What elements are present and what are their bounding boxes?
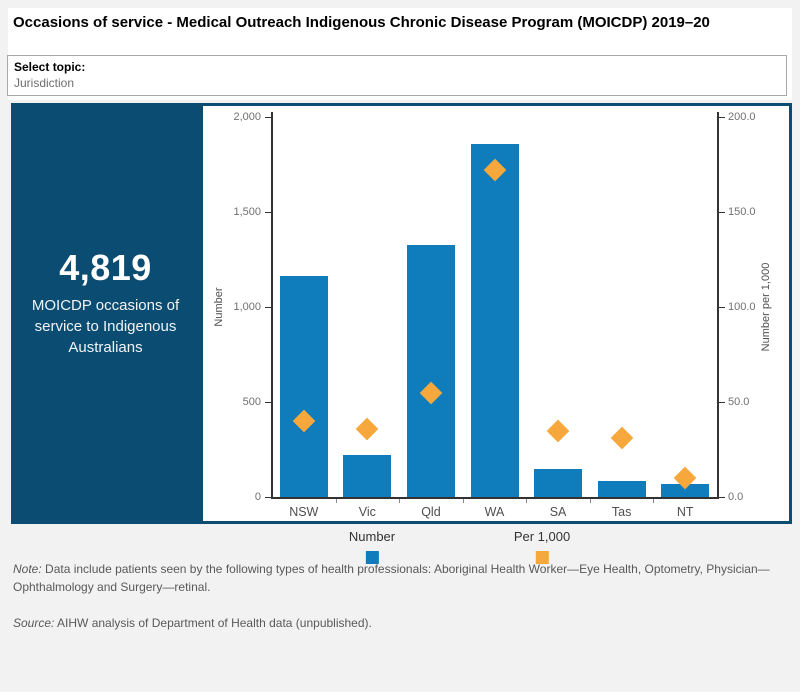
summary-value: 4,819 bbox=[59, 247, 152, 288]
category-label-NSW: NSW bbox=[289, 505, 319, 519]
y-axis-tick-label-left: 1,500 bbox=[233, 206, 261, 218]
bar-NSW[interactable] bbox=[279, 275, 328, 497]
chart-panel: 0 500 1,000 1,500 2,000 0.0 50.0 100.0 150.0 200.… bbox=[200, 103, 792, 524]
diamond-marker-Tas[interactable] bbox=[610, 426, 633, 450]
bar-Vic[interactable] bbox=[343, 455, 392, 497]
category-label-SA: SA bbox=[549, 505, 567, 519]
y-axis-tick-label-right: 50.0 bbox=[728, 396, 750, 408]
x-axis-boundary-tick bbox=[335, 498, 337, 503]
y-axis-tick-label-right: 150.0 bbox=[728, 206, 756, 218]
bar-Tas[interactable] bbox=[597, 480, 646, 497]
bar-Qld[interactable] bbox=[406, 245, 455, 497]
legend-label-per-1000: Per 1,000 bbox=[513, 529, 571, 544]
x-axis-line bbox=[271, 497, 719, 499]
legend-label-number: Number bbox=[348, 529, 396, 544]
y-axis-tick-right bbox=[718, 306, 725, 308]
topic-selector[interactable]: Select topic: Jurisdiction bbox=[7, 55, 787, 96]
y-axis-tick-label-left: 1,000 bbox=[233, 301, 261, 313]
source-body: AIHW analysis of Department of Health da… bbox=[57, 616, 372, 630]
diamond-marker-SA[interactable] bbox=[546, 419, 570, 442]
chart-canvas: 0 500 1,000 1,500 2,000 0.0 50.0 100.0 150.0 200.… bbox=[203, 106, 789, 521]
x-axis-boundary-tick bbox=[526, 498, 528, 503]
y-axis-tick-right bbox=[718, 211, 725, 213]
y-axis-tick-right bbox=[718, 401, 725, 403]
y-axis-tick-left bbox=[265, 211, 272, 213]
y-axis-tick-label-left: 500 bbox=[242, 396, 261, 408]
bar-WA[interactable] bbox=[470, 143, 519, 497]
y-axis-title-left: Number bbox=[213, 287, 225, 327]
header: Occasions of service - Medical Outreach … bbox=[7, 8, 792, 100]
category-label-NT: NT bbox=[676, 505, 694, 519]
y-axis-tick-label-right: 200.0 bbox=[728, 111, 756, 123]
note-prefix: Note: bbox=[13, 562, 42, 576]
y-axis-tick-label-left: 2,000 bbox=[233, 111, 261, 123]
note-text: Note: Data include patients seen by the … bbox=[13, 560, 791, 596]
y-axis-tick-label-left: 0 bbox=[254, 491, 261, 503]
x-axis-boundary-tick bbox=[589, 498, 591, 503]
legend-item-number[interactable]: Number bbox=[349, 529, 395, 564]
diamond-marker-Vic[interactable] bbox=[356, 417, 379, 440]
y-axis-tick-left bbox=[265, 306, 272, 308]
y-axis-tick-label-right: 0.0 bbox=[728, 491, 744, 503]
note-body: Data include patients seen by the follow… bbox=[13, 562, 770, 594]
topic-selector-value[interactable]: Jurisdiction bbox=[14, 76, 75, 90]
source-prefix: Source: bbox=[13, 616, 55, 630]
summary-panel: 4,819 MOICDP occasions of service to Ind… bbox=[11, 103, 200, 524]
y-axis-line-left bbox=[271, 112, 273, 498]
legend-swatch-per-1000 bbox=[535, 551, 549, 564]
y-axis-tick-left bbox=[265, 496, 272, 498]
bottom-strip bbox=[0, 692, 800, 700]
y-axis-tick-left bbox=[265, 116, 272, 118]
legend-item-per-1000[interactable]: Per 1,000 bbox=[514, 529, 570, 564]
legend-swatch-number bbox=[365, 551, 379, 564]
x-axis-boundary-tick bbox=[462, 498, 464, 503]
y-axis-tick-left bbox=[265, 401, 272, 403]
bar-SA[interactable] bbox=[534, 468, 583, 497]
category-label-Tas: Tas bbox=[611, 505, 632, 519]
y-axis-tick-right bbox=[718, 116, 725, 118]
category-label-Qld: Qld bbox=[421, 505, 441, 519]
y-axis-tick-right bbox=[718, 496, 725, 498]
y-axis-tick-label-right: 100.0 bbox=[728, 301, 756, 313]
x-axis-boundary-tick bbox=[653, 498, 655, 503]
bar-NT[interactable] bbox=[661, 483, 710, 497]
page-title: Occasions of service - Medical Outreach … bbox=[13, 14, 710, 31]
category-label-Vic: Vic bbox=[358, 505, 376, 519]
summary-caption: MOICDP occasions of service to Indigenou… bbox=[31, 297, 180, 356]
y-axis-title-right: Number per 1,000 bbox=[760, 262, 772, 352]
y-axis-line-right bbox=[717, 112, 719, 498]
source-text: Source: AIHW analysis of Department of H… bbox=[13, 614, 791, 632]
topic-selector-label: Select topic: bbox=[14, 60, 86, 74]
chart-legend: Number Per 1,000 bbox=[0, 527, 800, 569]
category-label-WA: WA bbox=[484, 505, 505, 519]
x-axis-boundary-tick bbox=[399, 498, 401, 503]
